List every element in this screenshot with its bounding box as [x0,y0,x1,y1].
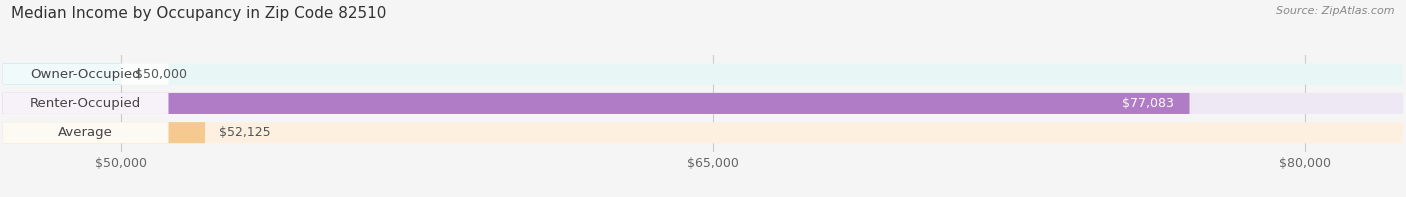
FancyBboxPatch shape [3,64,1403,85]
Text: Average: Average [58,126,112,139]
Text: $50,000: $50,000 [135,68,187,81]
Text: $77,083: $77,083 [1122,97,1174,110]
FancyBboxPatch shape [3,122,169,143]
Text: $52,125: $52,125 [219,126,270,139]
FancyBboxPatch shape [3,122,1403,143]
FancyBboxPatch shape [3,93,169,114]
FancyBboxPatch shape [3,64,169,85]
Text: Renter-Occupied: Renter-Occupied [30,97,141,110]
FancyBboxPatch shape [3,93,1403,114]
Text: Median Income by Occupancy in Zip Code 82510: Median Income by Occupancy in Zip Code 8… [11,6,387,21]
Text: Owner-Occupied: Owner-Occupied [31,68,141,81]
FancyBboxPatch shape [3,122,205,143]
FancyBboxPatch shape [3,93,1189,114]
FancyBboxPatch shape [3,64,121,85]
Text: Source: ZipAtlas.com: Source: ZipAtlas.com [1277,6,1395,16]
